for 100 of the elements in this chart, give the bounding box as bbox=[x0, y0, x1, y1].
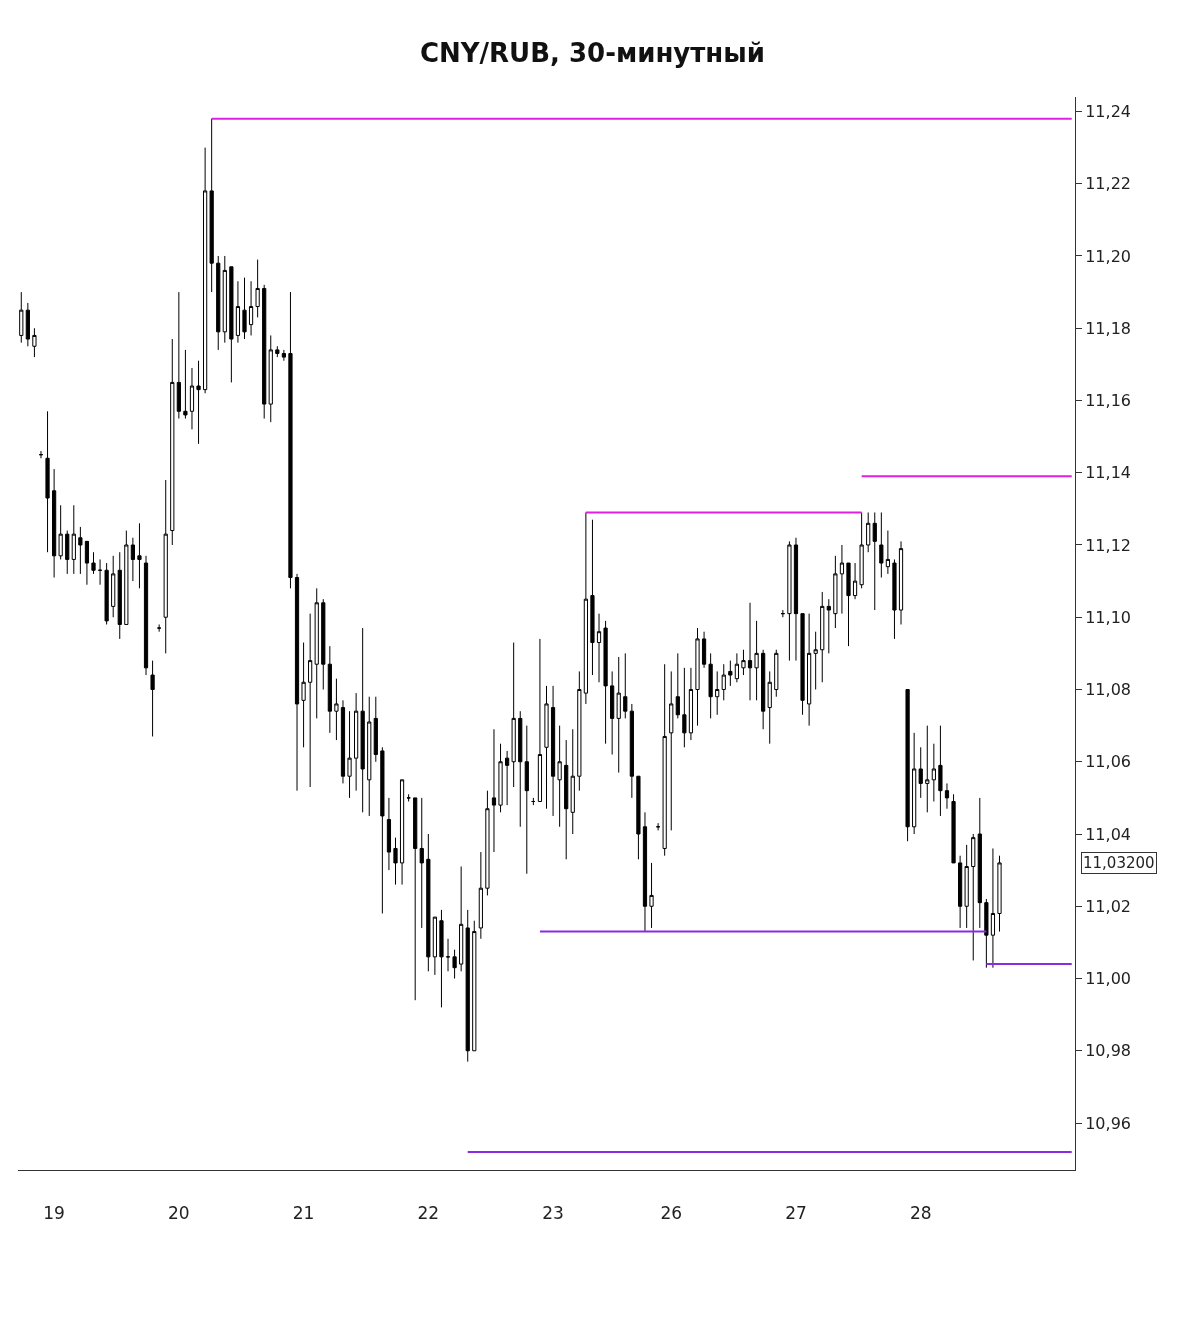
candlestick bbox=[833, 555, 838, 629]
candlestick bbox=[695, 627, 700, 727]
candlestick bbox=[426, 833, 431, 972]
candlestick bbox=[971, 833, 976, 961]
candlestick bbox=[65, 530, 70, 575]
x-tick-label: 21 bbox=[292, 1203, 315, 1224]
y-tick-label: 11,18 bbox=[1085, 318, 1132, 338]
candlestick bbox=[432, 916, 437, 976]
candlestick bbox=[229, 266, 234, 383]
x-tick-label: 20 bbox=[168, 1203, 190, 1224]
candlestick bbox=[478, 851, 483, 940]
candlestick bbox=[196, 360, 201, 445]
candlestick bbox=[905, 689, 910, 842]
candlestick bbox=[124, 530, 129, 625]
candlestick bbox=[839, 544, 845, 615]
candlestick bbox=[176, 291, 181, 420]
candlestick bbox=[491, 728, 497, 853]
candlestick bbox=[807, 613, 812, 727]
candlestick bbox=[688, 667, 694, 741]
candlestick bbox=[281, 349, 286, 362]
candlestick bbox=[485, 790, 490, 896]
candlestick bbox=[728, 660, 733, 687]
candlestick bbox=[570, 728, 575, 835]
x-tick-label: 27 bbox=[785, 1203, 807, 1224]
candlestick bbox=[439, 909, 444, 1008]
candlestick bbox=[774, 649, 779, 698]
candlestick bbox=[45, 410, 50, 553]
candlestick bbox=[189, 367, 195, 430]
candlestick bbox=[747, 602, 753, 701]
candlestick bbox=[38, 450, 44, 459]
candlestick bbox=[898, 540, 904, 625]
candlestick bbox=[662, 663, 667, 857]
candlestick bbox=[465, 909, 470, 1063]
candlestick bbox=[340, 699, 346, 784]
candlestick bbox=[248, 280, 254, 336]
candlestick bbox=[544, 685, 549, 810]
y-tick-label: 11,04 bbox=[1085, 824, 1132, 844]
candlestick bbox=[859, 511, 864, 589]
y-tick-label: 11,08 bbox=[1085, 680, 1132, 700]
candlestick bbox=[629, 703, 634, 799]
candlestick bbox=[334, 678, 339, 741]
candlestick bbox=[360, 627, 365, 813]
y-tick-label: 11,00 bbox=[1085, 969, 1132, 989]
text: 11,03200 bbox=[1083, 854, 1155, 872]
candlestick bbox=[944, 782, 950, 810]
candlestick bbox=[472, 920, 477, 1052]
candlestick bbox=[958, 855, 963, 929]
candlestick bbox=[58, 504, 63, 560]
candlestick bbox=[242, 277, 247, 340]
y-tick-label: 10,96 bbox=[1085, 1113, 1132, 1133]
candlestick bbox=[262, 284, 267, 420]
candlestick bbox=[918, 746, 923, 799]
candlestick bbox=[170, 338, 175, 546]
candlestick bbox=[964, 844, 969, 929]
candlestick bbox=[91, 551, 96, 575]
candlestick bbox=[754, 620, 759, 701]
candlestick bbox=[52, 468, 57, 578]
candlestick bbox=[793, 537, 799, 662]
candlestick bbox=[150, 660, 155, 737]
x-tick-label: 22 bbox=[417, 1203, 440, 1224]
candlestick bbox=[872, 511, 877, 611]
candlestick bbox=[623, 652, 628, 719]
candlestick bbox=[104, 562, 109, 625]
candlestick bbox=[990, 847, 996, 969]
candlestick bbox=[163, 479, 168, 654]
candlestick bbox=[583, 511, 588, 705]
candlestick bbox=[347, 710, 352, 799]
candlestick bbox=[557, 725, 562, 828]
candlestick bbox=[669, 670, 674, 831]
candlestick bbox=[71, 504, 76, 575]
x-tick-label: 28 bbox=[909, 1203, 932, 1224]
candlestick bbox=[367, 696, 372, 817]
candlestick bbox=[721, 663, 726, 701]
candlestick bbox=[143, 555, 149, 676]
candlestick bbox=[386, 797, 392, 871]
candlestick bbox=[308, 613, 313, 788]
y-tick-label: 11,16 bbox=[1085, 391, 1132, 411]
candlestick bbox=[19, 291, 24, 344]
y-tick-label: 11,20 bbox=[1085, 246, 1132, 266]
candlestick bbox=[912, 732, 917, 835]
candlestick bbox=[564, 739, 569, 860]
candlestick bbox=[505, 750, 510, 806]
candlestick bbox=[452, 949, 457, 980]
candlestick bbox=[235, 280, 241, 344]
y-tick-label: 11,10 bbox=[1085, 607, 1132, 627]
candlestick bbox=[701, 631, 707, 669]
candlestick bbox=[130, 537, 135, 582]
candlestick bbox=[977, 797, 982, 929]
candlestick bbox=[925, 725, 930, 813]
y-tick-label: 11,02 bbox=[1085, 896, 1132, 916]
candlestick bbox=[997, 855, 1002, 933]
candlestick bbox=[399, 779, 405, 886]
candlestick bbox=[938, 725, 943, 817]
candlestick bbox=[32, 327, 37, 358]
candlestick bbox=[255, 259, 260, 318]
y-tick-label: 11,24 bbox=[1085, 102, 1132, 122]
candlestick bbox=[111, 555, 116, 618]
candlestick bbox=[268, 334, 273, 423]
y-tick-label: 10,98 bbox=[1085, 1041, 1132, 1061]
candlestick bbox=[550, 685, 556, 817]
